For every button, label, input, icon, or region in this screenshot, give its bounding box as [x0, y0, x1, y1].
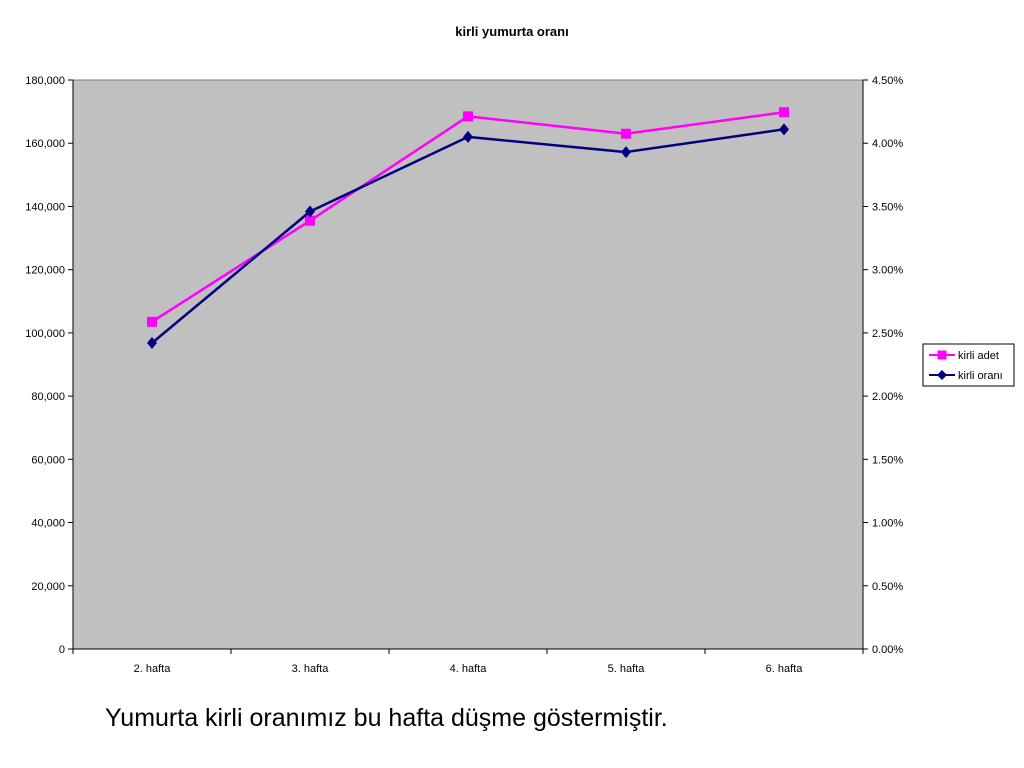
plot-area	[72, 79, 864, 650]
data-point-kirli-orani	[779, 123, 789, 136]
legend-label-kirli-orani: kirli oranı	[958, 370, 1003, 382]
data-point-kirli-orani	[147, 337, 157, 350]
left-axis-tick-label: 80,000	[31, 391, 65, 403]
right-axis-tick-label: 2.50%	[872, 328, 903, 340]
axes: 0 20,000 40,000 60,000 80,000 100,000 120,000 1…	[25, 75, 903, 675]
right-axis-tick-label: 3.00%	[872, 265, 903, 277]
right-axis-tick-label: 2.00%	[872, 391, 903, 403]
data-point-kirli-adet	[621, 128, 631, 139]
legend-marker-diamond	[937, 370, 947, 380]
right-axis-tick-label: 4.50%	[872, 75, 903, 87]
left-axis-tick-label: 120,000	[25, 265, 65, 277]
left-axis-tick-label: 40,000	[31, 518, 65, 530]
x-axis-tick-label: 4. hafta	[450, 663, 488, 675]
right-axis-tick-label: 1.00%	[872, 518, 903, 530]
legend-marker-square	[937, 350, 947, 360]
left-axis-tick-label: 180,000	[25, 75, 65, 87]
legend: kirli adet kirli oranı	[922, 343, 1015, 387]
caption-text: Yumurta kirli oranımız bu hafta düşme gö…	[105, 704, 668, 732]
left-axis-tick-label: 0	[59, 644, 65, 656]
data-point-kirli-adet	[147, 316, 157, 327]
chart-title: kirli yumurta oranı	[455, 24, 568, 39]
left-axis-tick-label: 160,000	[25, 138, 65, 150]
right-axis-tick-label: 1.50%	[872, 454, 903, 466]
series-layer	[147, 107, 789, 350]
x-axis-tick-label: 2. hafta	[134, 663, 172, 675]
chart: kirli yumurta oranı 0 20,000 40,000 60,000 8…	[25, 24, 1015, 675]
x-axis-tick-label: 3. hafta	[292, 663, 330, 675]
data-point-kirli-orani	[463, 130, 473, 143]
right-axis-tick-label: 0.00%	[872, 644, 903, 656]
right-axis-tick-label: 0.50%	[872, 581, 903, 593]
data-point-kirli-adet	[463, 111, 473, 122]
right-axis-tick-label: 4.00%	[872, 138, 903, 150]
right-axis-tick-label: 3.50%	[872, 201, 903, 213]
left-axis-tick-label: 60,000	[31, 454, 65, 466]
legend-label-kirli-adet: kirli adet	[958, 350, 999, 362]
data-point-kirli-adet	[305, 215, 315, 226]
left-axis-tick-label: 100,000	[25, 328, 65, 340]
left-axis-tick-label: 20,000	[31, 581, 65, 593]
left-axis-tick-label: 140,000	[25, 201, 65, 213]
data-point-kirli-adet	[779, 107, 789, 118]
x-axis-tick-label: 5. hafta	[608, 663, 646, 675]
x-axis-tick-label: 6. hafta	[766, 663, 804, 675]
data-point-kirli-orani	[305, 205, 315, 218]
data-point-kirli-orani	[621, 146, 631, 159]
